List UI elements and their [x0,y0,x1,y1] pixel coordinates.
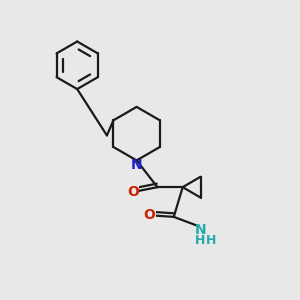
Text: O: O [143,208,155,222]
Text: N: N [195,223,206,237]
Text: N: N [131,158,142,172]
Text: H: H [206,234,216,247]
Text: H: H [195,234,206,247]
Text: O: O [127,184,139,199]
